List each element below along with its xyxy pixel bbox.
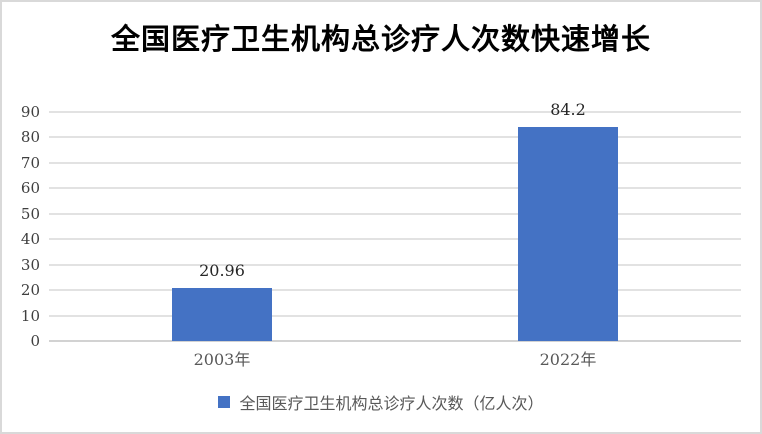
x-axis-line bbox=[49, 340, 741, 342]
gridline bbox=[49, 212, 741, 215]
gridline bbox=[49, 136, 741, 139]
gridline bbox=[49, 314, 741, 317]
y-axis-tick-label: 90 bbox=[20, 103, 40, 121]
y-axis-tick-label: 10 bbox=[20, 306, 40, 325]
y-axis-tick-label: 0 bbox=[30, 332, 40, 350]
legend: 全国医疗卫生机构总诊疗人次数（亿人次） bbox=[2, 390, 760, 414]
y-axis-tick-label: 30 bbox=[20, 255, 40, 274]
y-axis-tick-label: 50 bbox=[20, 204, 40, 223]
bar bbox=[518, 126, 618, 341]
legend-label: 全国医疗卫生机构总诊疗人次数（亿人次） bbox=[239, 394, 544, 413]
x-axis-category-label: 2022年 bbox=[539, 350, 597, 369]
y-axis-tick-label: 40 bbox=[20, 230, 40, 249]
x-axis-category-label: 2003年 bbox=[193, 350, 251, 369]
y-axis-tick-label: 80 bbox=[20, 128, 40, 147]
plot-area bbox=[49, 111, 741, 342]
gridline bbox=[49, 187, 741, 190]
bar bbox=[172, 287, 272, 341]
chart-title: 全国医疗卫生机构总诊疗人次数快速增长 bbox=[110, 22, 651, 56]
gridline bbox=[49, 238, 741, 241]
bar-data-label: 84.2 bbox=[550, 99, 586, 119]
gridline bbox=[49, 161, 741, 164]
gridline bbox=[49, 263, 741, 266]
y-axis-tick-label: 60 bbox=[20, 179, 40, 198]
gridline bbox=[49, 111, 741, 113]
legend-marker-icon bbox=[218, 396, 231, 408]
y-axis-tick-label: 20 bbox=[20, 281, 40, 300]
y-axis-tick-label: 70 bbox=[20, 153, 40, 172]
gridline bbox=[49, 289, 741, 292]
bar-data-label: 20.96 bbox=[199, 260, 245, 280]
